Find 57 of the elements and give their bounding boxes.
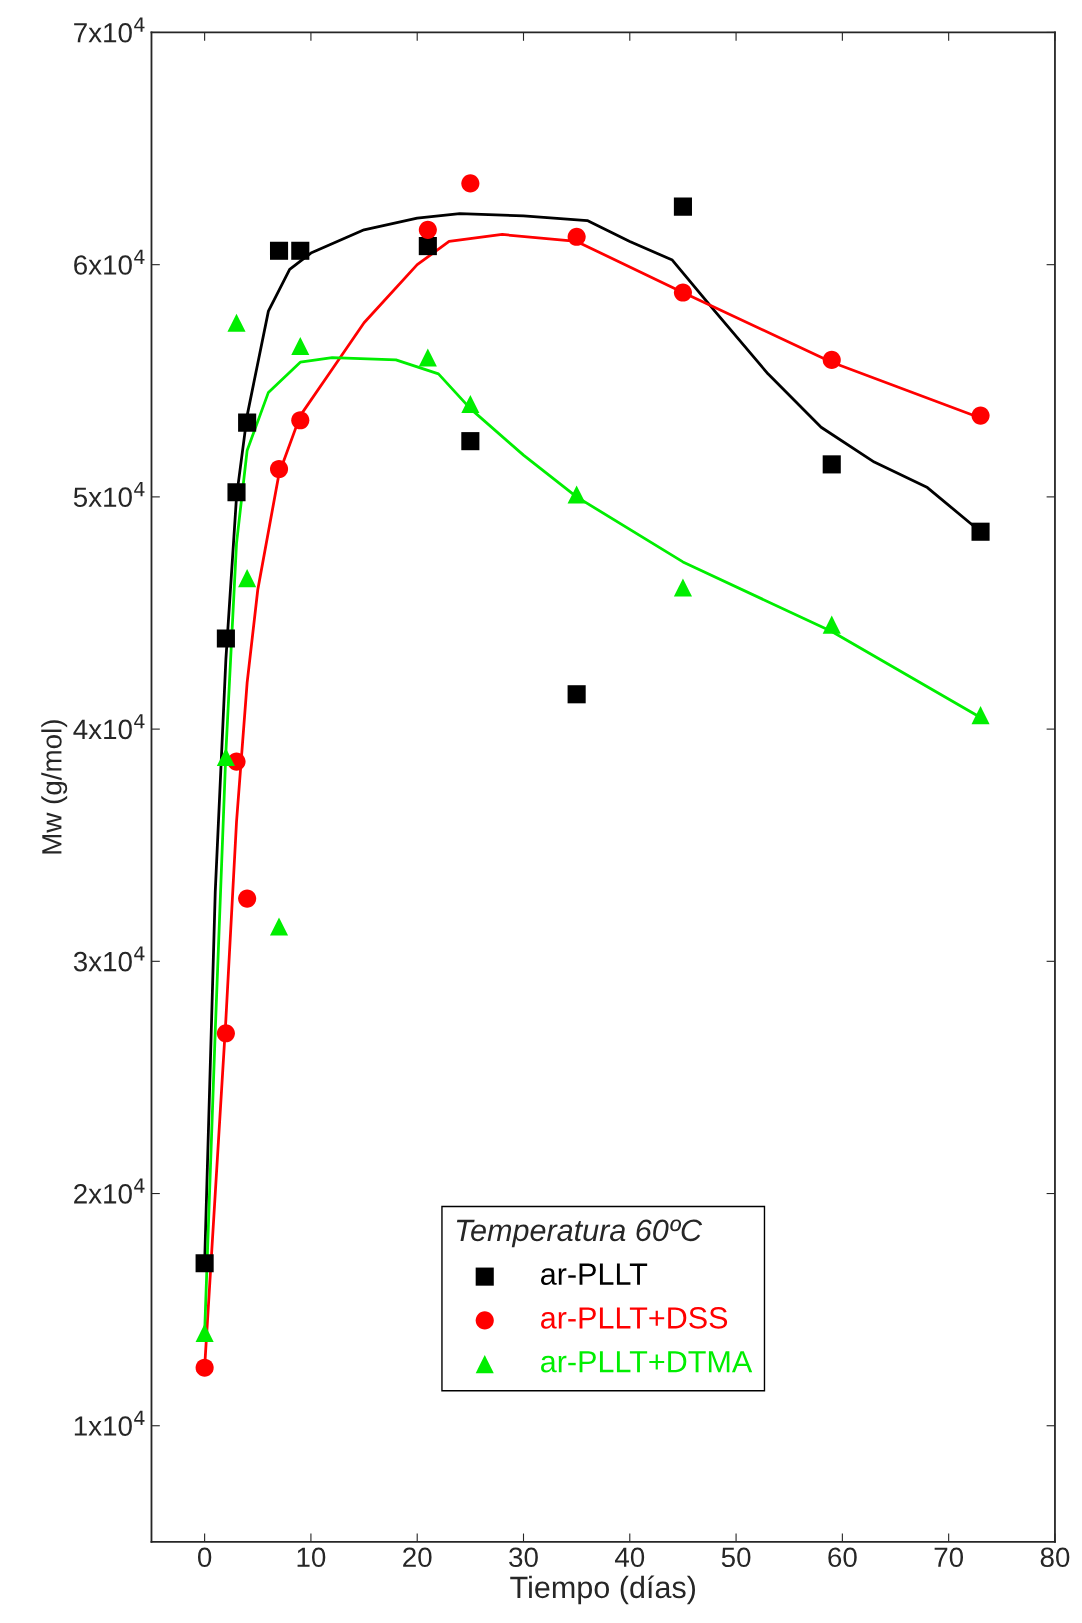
point: [822, 350, 841, 369]
point: [461, 174, 480, 193]
point: [227, 313, 246, 332]
point: [195, 1323, 214, 1342]
point: [291, 336, 310, 355]
x-tick-label: 30: [509, 1547, 538, 1568]
y-tick-label: 5x10$^{4}$: [73, 481, 145, 508]
legend-label: ar-PLLT+DTMA: [541, 1351, 753, 1373]
x-tick-label: 60: [828, 1547, 857, 1568]
point: [269, 459, 289, 479]
y-tick-label: 2x10$^{4}$: [74, 1178, 145, 1204]
point: [238, 413, 257, 432]
point: [418, 220, 437, 239]
x-tick-label: 0: [197, 1547, 212, 1568]
point: [971, 706, 990, 725]
point: [227, 483, 246, 502]
x-tick-label: 80: [1040, 1547, 1070, 1568]
point: [269, 241, 289, 260]
x-tick-label: 20: [403, 1547, 432, 1568]
point: [195, 1254, 214, 1273]
x-tick-label: 50: [721, 1547, 751, 1568]
point: [822, 455, 841, 474]
point: [567, 685, 586, 704]
x-tick-label: 10: [297, 1547, 326, 1568]
point: [291, 411, 310, 430]
point: [461, 432, 480, 451]
y-tick-label: 3x10$^{4}$: [73, 946, 145, 972]
x-tick-label: 40: [614, 1547, 645, 1568]
point: [822, 615, 841, 634]
x-axis-title: Tiempo (días): [510, 1575, 695, 1605]
point: [418, 348, 437, 367]
legend-title: Temperatura 60ºC: [456, 1219, 703, 1248]
point: [195, 1358, 214, 1377]
y-axis-title: Mw (g/mol): [41, 720, 68, 854]
legend-label: ar-PLLT: [541, 1263, 648, 1285]
legend-label: ar-PLLT+DSS: [541, 1307, 728, 1329]
point: [216, 1024, 235, 1043]
point: [971, 406, 990, 425]
point: [567, 485, 586, 504]
point: [971, 522, 990, 541]
y-tick-label: 6x10$^{4}$: [74, 249, 145, 275]
point: [238, 569, 257, 588]
point: [216, 747, 235, 767]
point: [673, 197, 692, 216]
point: [238, 889, 257, 908]
point: [567, 227, 586, 246]
y-tick-label: 7x10$^{4}$: [74, 17, 145, 43]
point: [418, 237, 437, 256]
point: [291, 241, 310, 260]
x-tick-label: 70: [934, 1547, 964, 1568]
point: [673, 283, 692, 302]
point: [673, 578, 692, 597]
point: [216, 629, 235, 648]
y-tick-label: 1x10$^{4}$: [74, 1410, 145, 1436]
point: [461, 394, 480, 414]
point: [269, 917, 289, 936]
y-tick-label: 4x10$^{4}$: [73, 714, 145, 740]
